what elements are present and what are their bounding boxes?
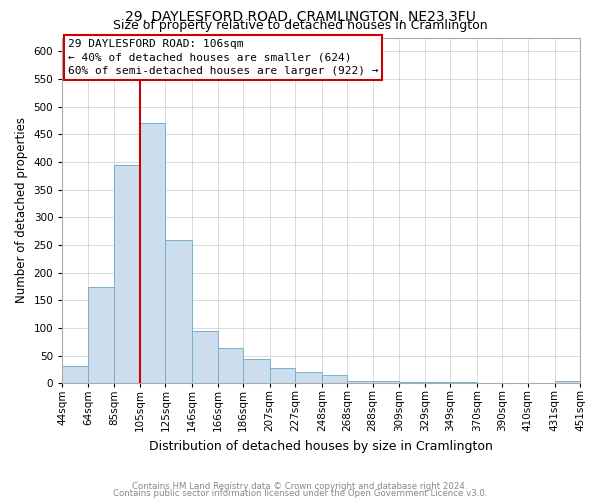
- Bar: [425, 382, 450, 384]
- Text: Contains public sector information licensed under the Open Government Licence v3: Contains public sector information licen…: [113, 488, 487, 498]
- Bar: [62, 366, 88, 384]
- Text: Contains HM Land Registry data © Crown copyright and database right 2024.: Contains HM Land Registry data © Crown c…: [132, 482, 468, 491]
- Bar: [400, 382, 425, 384]
- Bar: [477, 383, 502, 384]
- Bar: [115, 165, 140, 384]
- Bar: [243, 358, 269, 384]
- Bar: [269, 368, 295, 384]
- Bar: [347, 380, 373, 384]
- Bar: [166, 240, 192, 384]
- Text: Size of property relative to detached houses in Cramlington: Size of property relative to detached ho…: [113, 18, 487, 32]
- Text: 29, DAYLESFORD ROAD, CRAMLINGTON, NE23 3FU: 29, DAYLESFORD ROAD, CRAMLINGTON, NE23 3…: [125, 10, 475, 24]
- Bar: [192, 331, 218, 384]
- Bar: [88, 286, 115, 384]
- Bar: [373, 380, 400, 384]
- Text: 29 DAYLESFORD ROAD: 106sqm
← 40% of detached houses are smaller (624)
60% of sem: 29 DAYLESFORD ROAD: 106sqm ← 40% of deta…: [68, 39, 378, 76]
- Bar: [528, 383, 554, 384]
- Bar: [218, 348, 243, 384]
- X-axis label: Distribution of detached houses by size in Cramlington: Distribution of detached houses by size …: [149, 440, 493, 452]
- Bar: [295, 372, 322, 384]
- Bar: [140, 124, 166, 384]
- Bar: [554, 380, 580, 384]
- Y-axis label: Number of detached properties: Number of detached properties: [15, 118, 28, 304]
- Bar: [322, 375, 347, 384]
- Bar: [450, 382, 477, 384]
